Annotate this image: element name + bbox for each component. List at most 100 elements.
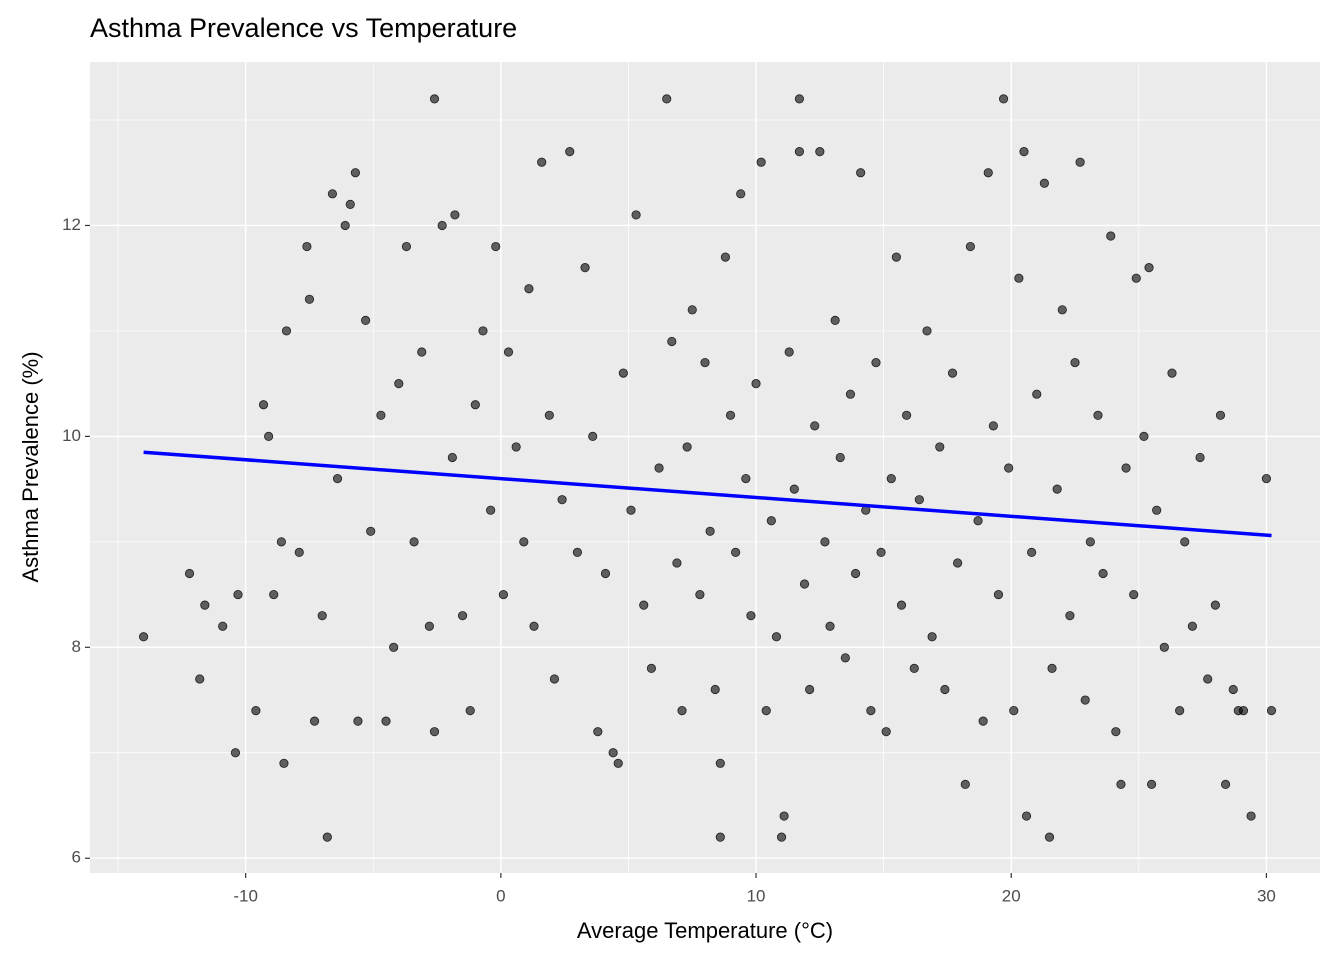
y-tick-label: 12 <box>62 215 81 234</box>
point <box>258 400 269 410</box>
point <box>1220 779 1231 790</box>
point <box>672 558 682 568</box>
point <box>639 600 649 610</box>
point <box>789 484 799 494</box>
point <box>1146 779 1157 790</box>
point <box>960 779 970 790</box>
point <box>988 421 998 431</box>
point <box>580 263 590 273</box>
point <box>519 537 529 547</box>
point <box>756 157 766 167</box>
point <box>1093 410 1103 420</box>
point <box>457 611 468 621</box>
point <box>1203 674 1213 684</box>
point <box>1065 611 1075 621</box>
point <box>304 294 315 304</box>
point <box>389 642 399 652</box>
point <box>715 832 725 842</box>
point <box>218 621 228 631</box>
x-tick-label: 0 <box>496 886 505 905</box>
point <box>840 653 850 663</box>
point <box>381 716 391 726</box>
point <box>309 716 320 726</box>
point <box>720 252 731 262</box>
point <box>1159 642 1169 652</box>
point <box>947 368 958 378</box>
point <box>409 537 419 547</box>
point <box>856 168 866 178</box>
point <box>631 210 641 220</box>
point <box>478 326 488 336</box>
point <box>1167 368 1177 378</box>
point <box>376 410 386 420</box>
point <box>667 336 677 347</box>
point <box>138 632 149 642</box>
point <box>646 663 657 674</box>
point <box>529 621 539 631</box>
point <box>1070 357 1080 368</box>
point <box>825 621 835 631</box>
point <box>600 568 611 579</box>
point <box>1238 705 1249 716</box>
point <box>871 357 881 368</box>
point <box>498 589 509 600</box>
point <box>731 547 741 557</box>
point <box>429 727 440 737</box>
point <box>993 589 1004 600</box>
point <box>1187 621 1198 631</box>
point <box>340 220 350 231</box>
point <box>353 716 363 726</box>
point <box>302 241 312 252</box>
point <box>850 568 861 579</box>
point <box>557 495 567 505</box>
point <box>264 431 274 441</box>
point <box>350 168 360 178</box>
point <box>922 326 932 336</box>
point <box>771 632 782 642</box>
point <box>736 189 746 199</box>
point <box>1215 410 1226 420</box>
x-axis-title: Average Temperature (°C) <box>577 918 833 943</box>
point <box>1080 695 1090 705</box>
plot-panel <box>90 62 1320 873</box>
point <box>345 199 355 209</box>
point <box>700 357 710 368</box>
point <box>1111 727 1121 737</box>
point <box>830 315 840 325</box>
point <box>766 516 776 526</box>
point <box>682 442 692 452</box>
point <box>1175 705 1185 716</box>
point <box>1210 600 1220 610</box>
y-axis-title: Asthma Prevalence (%) <box>18 351 43 582</box>
point <box>361 315 371 325</box>
point <box>978 716 988 726</box>
point <box>1152 505 1162 515</box>
point <box>465 705 475 716</box>
point <box>279 758 289 768</box>
point <box>794 94 805 104</box>
point <box>1027 547 1037 557</box>
point <box>820 537 830 547</box>
point <box>366 526 376 536</box>
point <box>276 537 286 547</box>
point <box>613 758 623 768</box>
point <box>935 442 945 452</box>
point <box>909 663 919 674</box>
point <box>230 748 241 758</box>
point <box>953 558 963 568</box>
point <box>1139 431 1149 441</box>
point <box>233 589 243 600</box>
point <box>251 705 261 716</box>
point <box>761 705 771 716</box>
point <box>1085 537 1095 547</box>
point <box>983 168 993 178</box>
point <box>1144 263 1154 273</box>
point <box>1228 684 1238 695</box>
chart-title: Asthma Prevalence vs Temperature <box>90 13 517 43</box>
point <box>401 241 412 252</box>
point <box>1019 147 1029 157</box>
point <box>695 589 705 600</box>
point <box>549 674 560 684</box>
point <box>200 600 210 610</box>
